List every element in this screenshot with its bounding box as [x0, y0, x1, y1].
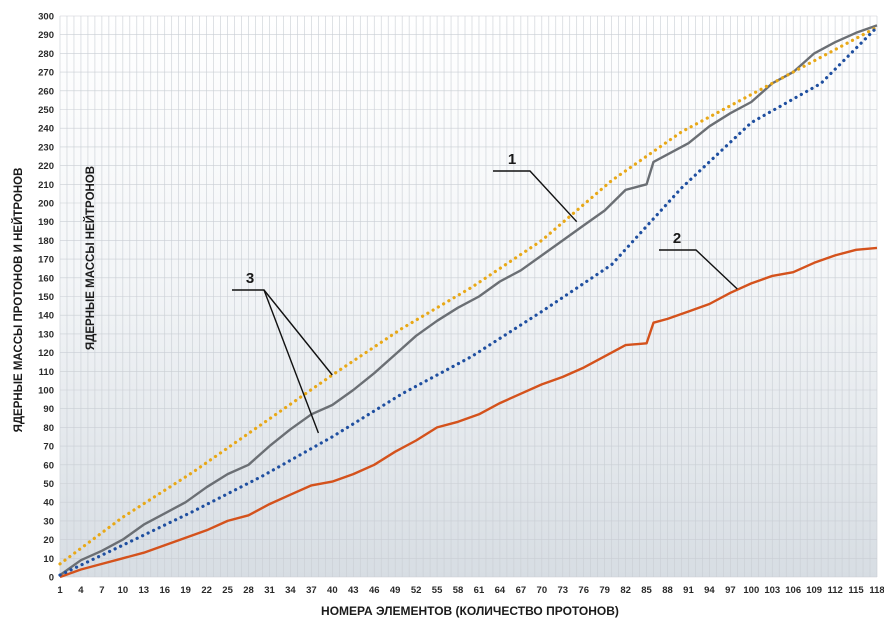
y-axis-title-secondary: ЯДЕРНЫЕ МАССЫ НЕЙТРОНОВ: [84, 166, 97, 350]
x-tick-label: 19: [180, 585, 191, 596]
annotation-label-1: 1: [508, 151, 516, 168]
x-tick-label: 97: [725, 585, 736, 596]
x-tick-label: 61: [474, 585, 485, 596]
x-tick-label: 7: [99, 585, 104, 596]
y-tick-label: 180: [38, 236, 54, 247]
x-tick-label: 76: [578, 585, 589, 596]
x-tick-label: 100: [743, 585, 759, 596]
x-tick-label: 109: [806, 585, 822, 596]
y-tick-label: 30: [43, 516, 54, 527]
x-tick-label: 43: [348, 585, 359, 596]
y-tick-label: 260: [38, 86, 54, 97]
x-tick-label: 34: [285, 585, 296, 596]
x-tick-label: 37: [306, 585, 317, 596]
y-tick-label: 100: [38, 386, 54, 397]
y-tick-label: 0: [49, 573, 54, 584]
y-tick-label: 50: [43, 479, 54, 490]
x-tick-label: 85: [641, 585, 652, 596]
x-tick-label: 22: [201, 585, 212, 596]
y-tick-label: 270: [38, 68, 54, 79]
x-tick-label: 64: [495, 585, 506, 596]
x-tick-label: 46: [369, 585, 380, 596]
y-tick-label: 110: [39, 367, 54, 378]
y-tick-label: 20: [43, 535, 54, 546]
y-tick-label: 160: [38, 273, 54, 284]
y-tick-label: 290: [38, 30, 54, 41]
y-tick-label: 130: [38, 329, 54, 340]
y-tick-label: 230: [38, 142, 54, 153]
x-tick-label: 67: [516, 585, 527, 596]
x-tick-label: 115: [848, 585, 864, 596]
annotation-label-3: 3: [246, 270, 254, 287]
x-tick-label: 28: [243, 585, 254, 596]
y-tick-label: 220: [38, 161, 54, 172]
y-tick-label: 170: [38, 255, 54, 266]
y-tick-label: 60: [43, 460, 54, 471]
y-tick-label: 240: [38, 124, 54, 135]
y-tick-label: 200: [38, 199, 54, 210]
x-tick-label: 112: [827, 585, 842, 596]
y-tick-label: 210: [38, 180, 54, 191]
y-tick-label: 70: [43, 442, 54, 453]
y-tick-label: 10: [43, 554, 54, 565]
x-tick-label: 13: [139, 585, 150, 596]
y-tick-label: 280: [38, 49, 54, 60]
x-tick-label: 88: [662, 585, 673, 596]
x-tick-labels: 1 4 7 10 13 16 19 22 25 28 31 34 37 40 43 46 49 52 55 58 61 6…: [57, 585, 884, 596]
x-tick-label: 73: [557, 585, 568, 596]
x-tick-label: 40: [327, 585, 338, 596]
y-tick-label: 90: [43, 404, 54, 415]
x-tick-label: 49: [390, 585, 401, 596]
y-axis-title: ЯДЕРНЫЕ МАССЫ ПРОТОНОВ И НЕЙТРОНОВ: [12, 168, 25, 433]
x-tick-label: 106: [785, 585, 801, 596]
x-tick-label: 31: [264, 585, 275, 596]
x-tick-label: 58: [453, 585, 464, 596]
x-tick-label: 4: [78, 585, 84, 596]
y-tick-label: 300: [38, 12, 54, 23]
x-tick-label: 91: [683, 585, 694, 596]
y-tick-label: 190: [38, 217, 54, 228]
x-tick-label: 25: [222, 585, 233, 596]
x-tick-label: 16: [159, 585, 170, 596]
x-tick-label: 55: [432, 585, 443, 596]
y-tick-label: 150: [38, 292, 54, 303]
x-tick-label: 52: [411, 585, 422, 596]
x-tick-label: 70: [537, 585, 548, 596]
y-tick-label: 120: [38, 348, 54, 359]
annotation-label-2: 2: [673, 230, 681, 247]
x-tick-label: 82: [620, 585, 631, 596]
x-tick-label: 79: [599, 585, 610, 596]
y-tick-labels: 0 10 20 30 40 50 60 70 80 90 100 110 120 130 140 150 160…: [38, 12, 54, 584]
x-tick-label: 94: [704, 585, 715, 596]
x-tick-label: 118: [869, 585, 884, 596]
x-tick-label: 1: [57, 585, 63, 596]
y-tick-label: 40: [43, 498, 54, 509]
x-axis-title: НОМЕРА ЭЛЕМЕНТОВ (КОЛИЧЕСТВО ПРОТОНОВ): [321, 604, 619, 618]
x-tick-label: 103: [764, 585, 780, 596]
x-tick-label: 10: [118, 585, 129, 596]
y-tick-label: 80: [43, 423, 54, 434]
y-tick-label: 250: [38, 105, 54, 116]
y-tick-label: 140: [38, 311, 54, 322]
